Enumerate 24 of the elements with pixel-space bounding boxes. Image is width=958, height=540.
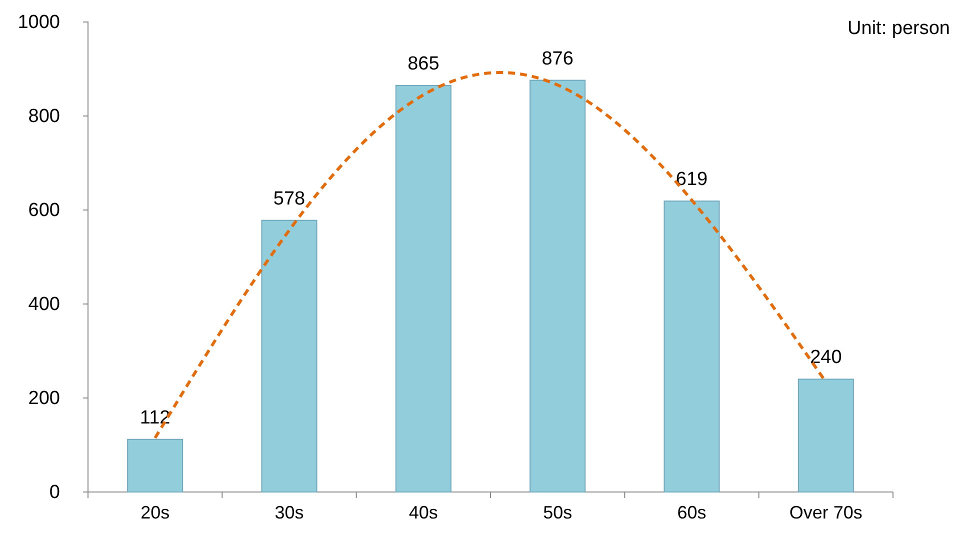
y-tick-label: 200 — [28, 388, 60, 410]
data-label: 619 — [676, 169, 708, 190]
data-label: 240 — [810, 347, 842, 368]
x-tick-label: 60s — [677, 502, 706, 522]
y-tick-label: 1000 — [18, 12, 60, 34]
data-label: 865 — [408, 53, 440, 74]
x-tick-label: 30s — [274, 502, 304, 522]
y-tick-label: 400 — [28, 294, 60, 316]
bar — [798, 378, 854, 492]
x-tick-label: 20s — [140, 502, 170, 522]
bar — [261, 220, 318, 492]
x-tick-label: 50s — [543, 502, 572, 522]
x-tick-label: Over 70s — [789, 502, 862, 522]
bar — [664, 200, 720, 492]
annotation: Unit: person — [848, 18, 950, 39]
y-tick-label: 800 — [28, 106, 60, 128]
y-tick-label: 0 — [49, 482, 60, 504]
bar — [395, 84, 452, 492]
y-tick-label: 600 — [28, 200, 60, 222]
bar — [530, 80, 586, 492]
data-label: 876 — [542, 48, 574, 70]
x-tick-label: 40s — [408, 502, 438, 522]
data-label: 578 — [273, 188, 306, 210]
bar — [127, 438, 184, 492]
